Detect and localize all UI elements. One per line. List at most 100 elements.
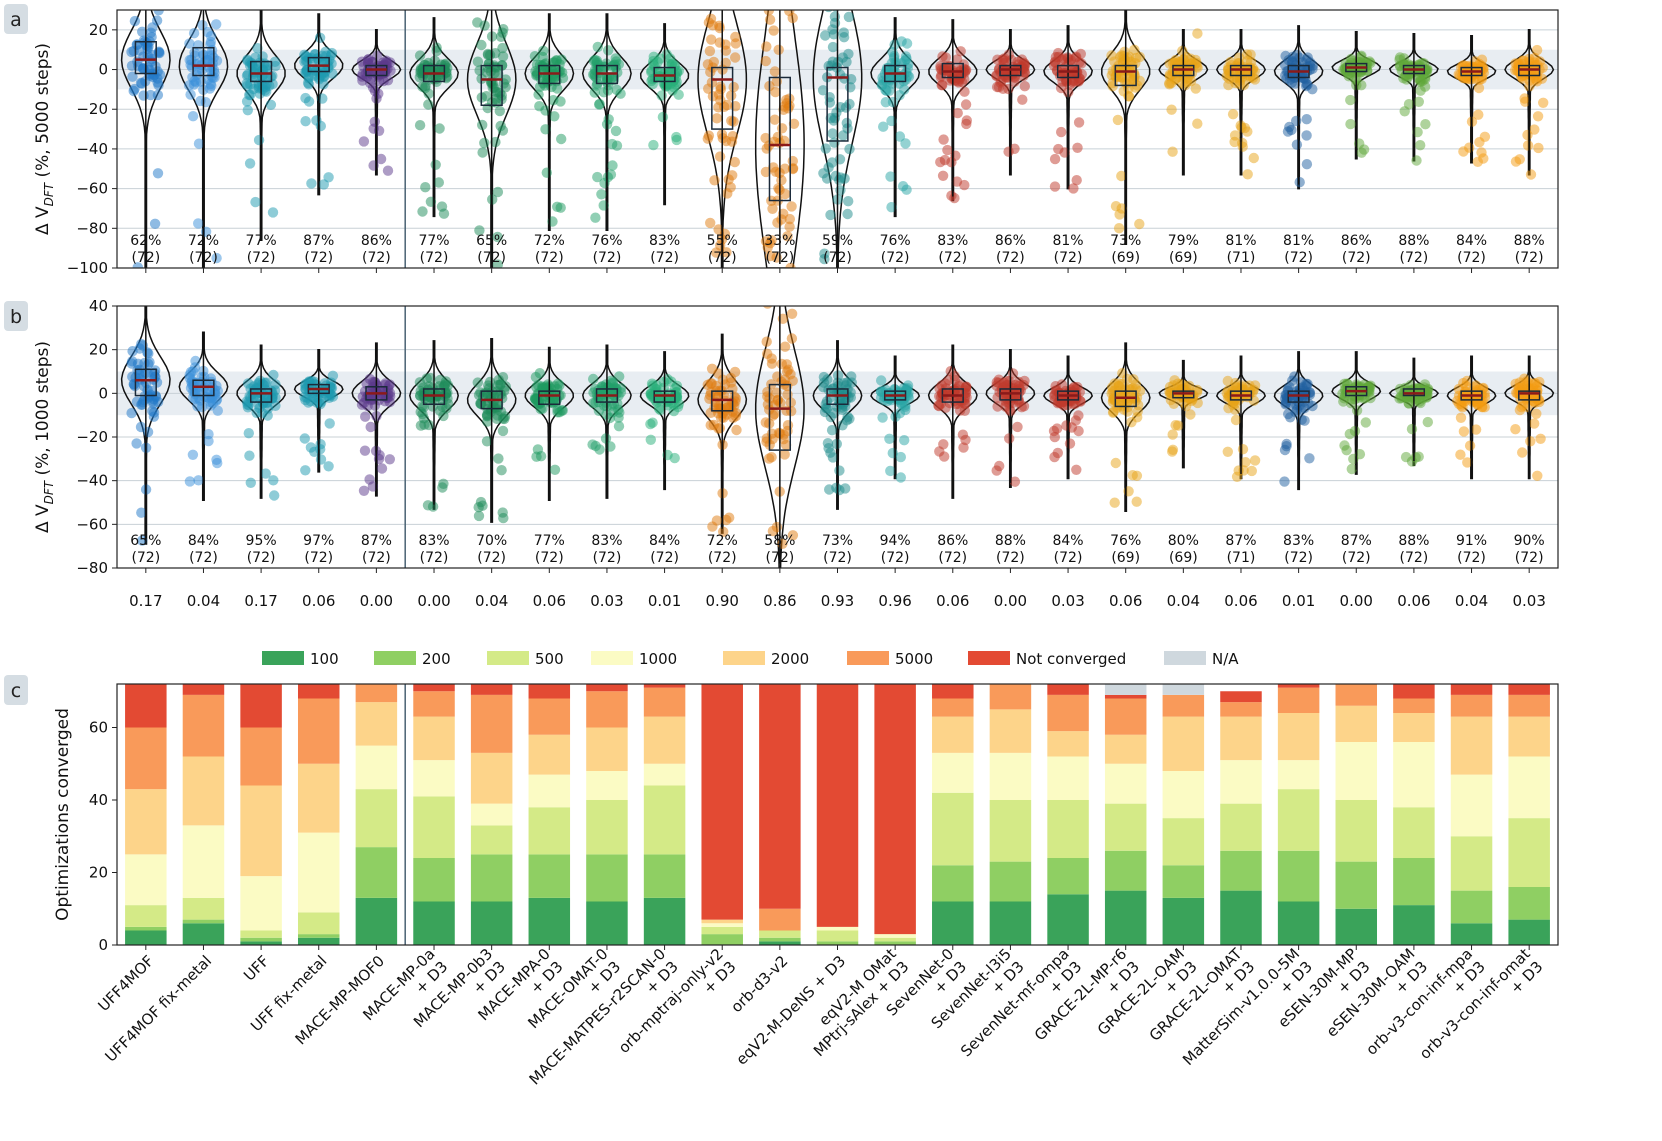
- data-point: [673, 89, 684, 100]
- y-tick-label: −20: [76, 428, 108, 446]
- data-point: [414, 120, 426, 131]
- data-point: [362, 71, 373, 83]
- data-point: [192, 401, 203, 412]
- panel-c-letter: c: [11, 680, 21, 702]
- data-point: [1420, 119, 1431, 130]
- bar-segment-5000: [1450, 694, 1493, 717]
- data-point: [895, 472, 906, 483]
- bar-segment-not-converged: [701, 684, 743, 920]
- data-point: [1339, 440, 1350, 451]
- data-point: [772, 217, 783, 228]
- data-point: [1302, 52, 1313, 63]
- data-point: [830, 170, 841, 182]
- bar-segment-2000: [1220, 716, 1262, 761]
- data-point: [1529, 124, 1540, 135]
- bar-segment-1000: [1335, 742, 1378, 800]
- bar-segment-100: [240, 941, 282, 945]
- bar-segment-2000: [355, 702, 398, 746]
- legend-label: 200: [422, 650, 451, 668]
- data-point: [136, 507, 147, 518]
- data-point: [1479, 131, 1491, 142]
- bar-segment-100: [932, 901, 974, 945]
- data-point: [265, 99, 277, 111]
- data-point: [1049, 431, 1061, 443]
- violin-outline: [985, 348, 1036, 488]
- bar-segment-2000: [1047, 731, 1089, 757]
- bar-segment-200: [1277, 850, 1320, 902]
- data-point: [614, 371, 625, 382]
- data-point: [1130, 58, 1141, 69]
- data-point: [211, 252, 222, 264]
- bar-segment-500: [470, 825, 513, 855]
- percent-label: 79%: [1168, 233, 1199, 249]
- data-point: [360, 411, 371, 422]
- data-point: [154, 69, 166, 80]
- bar-segment-200: [759, 937, 801, 942]
- data-point: [594, 99, 605, 110]
- bar-segment-not-converged: [470, 684, 513, 695]
- data-point: [994, 460, 1005, 472]
- data-point: [252, 43, 263, 54]
- data-point: [933, 400, 944, 411]
- bar-segment-n/a: [1162, 684, 1205, 695]
- data-point: [934, 446, 945, 457]
- data-point: [424, 74, 435, 85]
- bottom-value-label: 0.04: [1455, 592, 1488, 610]
- data-point: [153, 10, 164, 16]
- data-point: [599, 61, 610, 72]
- violins: [120, 10, 1555, 268]
- count-label: (72): [1054, 250, 1083, 266]
- percent-label: 83%: [591, 533, 622, 549]
- data-point: [479, 20, 490, 31]
- violin-outline: [1446, 355, 1497, 480]
- data-point: [1458, 426, 1470, 437]
- bar-segment-not-converged: [586, 684, 628, 692]
- data-point: [1279, 444, 1291, 456]
- data-point: [472, 56, 484, 67]
- legend-label: 1000: [639, 650, 677, 668]
- data-point: [1227, 109, 1239, 120]
- data-point: [826, 425, 838, 436]
- percent-label: 87%: [303, 233, 334, 249]
- data-point: [1056, 126, 1067, 138]
- data-point: [894, 131, 906, 142]
- data-point: [317, 93, 328, 104]
- violin-outline: [293, 348, 344, 473]
- data-point: [822, 438, 834, 449]
- data-point: [315, 398, 326, 410]
- data-point: [1517, 447, 1528, 458]
- data-point: [434, 123, 445, 134]
- iqr-box: [1518, 390, 1541, 401]
- data-point: [251, 407, 262, 418]
- percent-label: 87%: [361, 533, 392, 549]
- data-point: [1457, 402, 1468, 413]
- data-point: [957, 429, 969, 440]
- data-point: [705, 13, 717, 24]
- data-point: [138, 394, 150, 406]
- data-point: [492, 186, 504, 198]
- data-point: [1248, 152, 1260, 164]
- data-point: [772, 394, 784, 405]
- data-point: [1280, 50, 1291, 62]
- data-point: [1246, 465, 1258, 477]
- data-point: [542, 379, 554, 390]
- bar-segment-not-converged: [759, 684, 801, 909]
- data-point: [491, 413, 503, 424]
- data-point: [828, 29, 840, 40]
- data-point: [780, 188, 791, 200]
- bottom-value-label: 0.04: [187, 592, 220, 610]
- bar-segment-1000: [182, 825, 225, 898]
- data-point: [1464, 440, 1476, 451]
- violin-outline: [870, 355, 921, 480]
- bar-segment-500: [643, 785, 686, 855]
- bar-segment-5000: [1104, 698, 1147, 735]
- data-point: [1514, 154, 1525, 165]
- data-point: [534, 368, 545, 379]
- data-point: [788, 118, 800, 129]
- data-point: [901, 53, 912, 65]
- data-point: [728, 116, 739, 127]
- percent-label: 77%: [418, 233, 449, 249]
- bar-segment-1000: [240, 876, 282, 931]
- data-point: [837, 420, 848, 431]
- data-point: [482, 411, 493, 422]
